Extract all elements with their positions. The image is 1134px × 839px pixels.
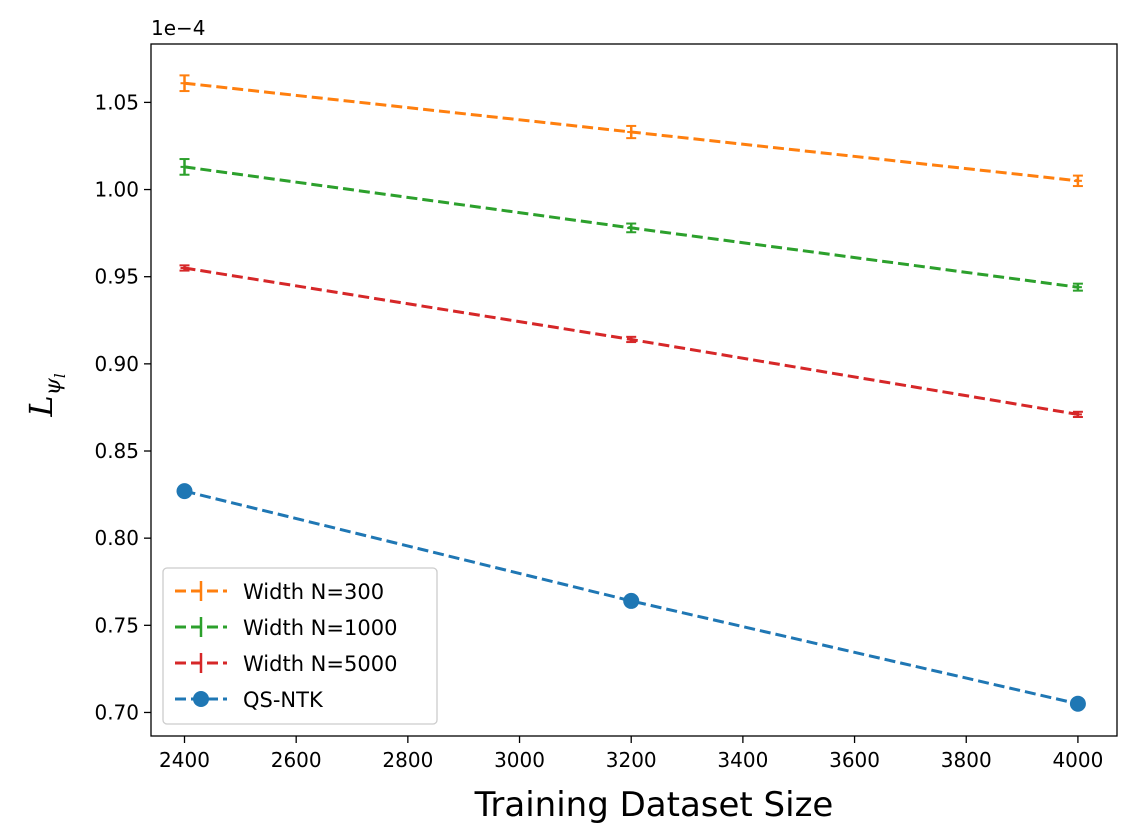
data-point <box>1069 695 1086 712</box>
data-point <box>176 483 193 500</box>
x-tick-label: 3000 <box>494 748 545 772</box>
y-tick-label: 1.00 <box>94 178 139 202</box>
legend: Width N=300 Width N=1000 Width N=5000 QS-NT… <box>162 567 438 725</box>
plot-area <box>176 74 1086 712</box>
y-tick-label: 0.90 <box>94 352 139 376</box>
x-tick-label: 3400 <box>717 748 768 772</box>
legend-label: Width N=300 <box>243 580 384 604</box>
legend-marker <box>193 691 209 707</box>
axes: 2400 2600 2800 3000 3200 3400 3600 3800 4000 0.70… <box>22 16 1118 825</box>
x-tick-label: 3600 <box>829 748 880 772</box>
x-tick-label: 3800 <box>941 748 992 772</box>
legend-label: Width N=1000 <box>243 616 397 640</box>
x-tick-label: 2600 <box>271 748 322 772</box>
x-tick-label: 4000 <box>1052 748 1103 772</box>
y-tick-label: 0.80 <box>94 526 139 550</box>
y-tick-label: 0.70 <box>94 700 139 724</box>
legend-label: QS-NTK <box>243 688 324 712</box>
series-line <box>184 489 1079 706</box>
data-point <box>623 592 640 609</box>
y-tick-label: 0.85 <box>94 439 139 463</box>
y-tick-label: 0.95 <box>94 265 139 289</box>
x-tick-label: 2800 <box>382 748 433 772</box>
y-axis-label: Lψl <box>22 373 69 418</box>
y-multiplier-label: 1e−4 <box>151 16 206 40</box>
x-tick-label: 3200 <box>606 748 657 772</box>
y-tick-label: 0.75 <box>94 613 139 637</box>
x-axis-label: Training Dataset Size <box>474 785 834 825</box>
legend-box <box>162 567 438 725</box>
plot-frame <box>150 43 1118 737</box>
x-tick-label: 2400 <box>159 748 210 772</box>
y-tick-label: 1.05 <box>94 90 139 114</box>
legend-label: Width N=5000 <box>243 652 397 676</box>
